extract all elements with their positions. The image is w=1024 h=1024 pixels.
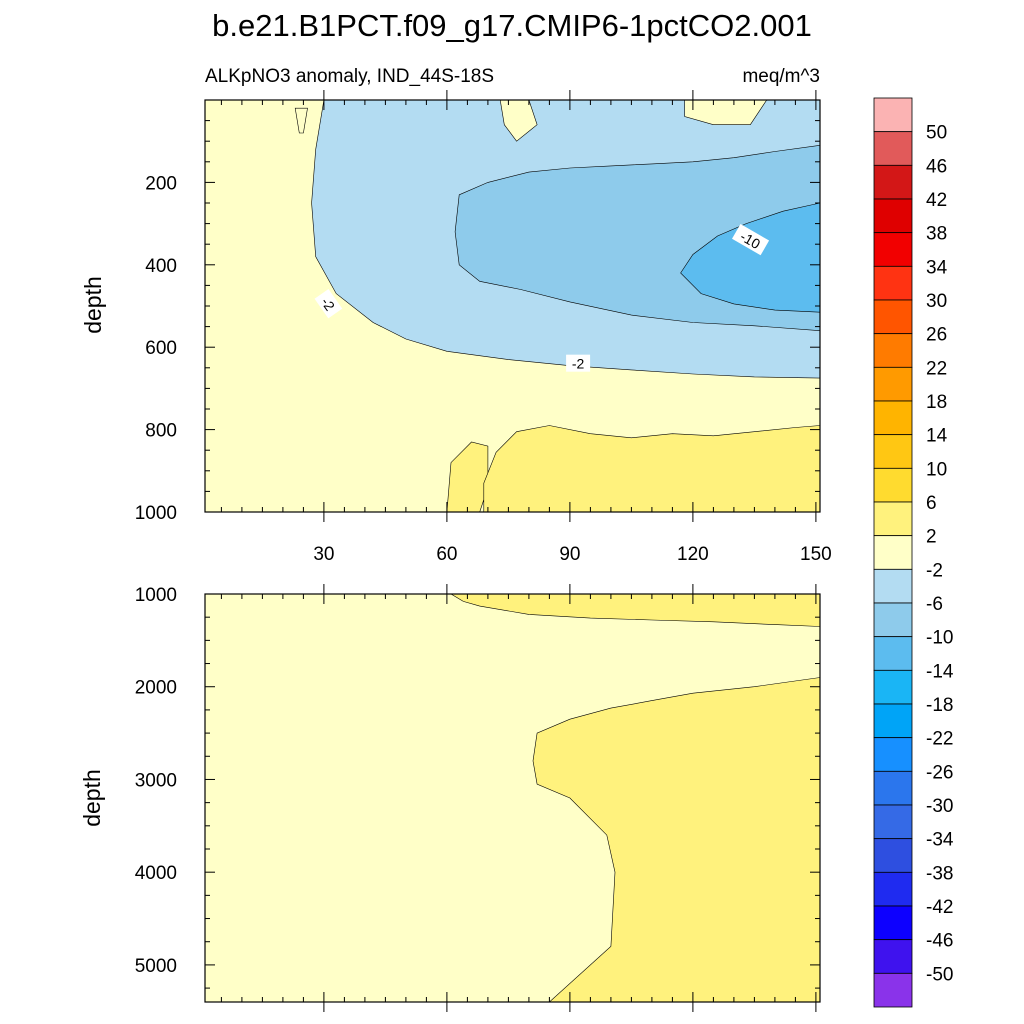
colorbar-label: 26 [926,325,947,346]
colorbar-label: 10 [926,459,947,480]
colorbar-label: 34 [926,257,948,278]
contour-line-label: -2 [566,354,591,372]
colorbar-swatch [873,535,913,570]
colorbar-swatch [873,804,913,840]
colorbar-swatch [873,299,913,335]
colorbar-label: -26 [926,762,953,783]
colorbar-swatch [873,703,913,739]
contour-region-2 [680,202,820,313]
chart-subtitle-left: ALKpNO3 anomaly, IND_44S-18S [205,66,494,87]
colorbar-label: -18 [926,695,953,716]
x-tick-label: 150 [800,544,832,565]
colorbar-swatch [873,366,913,402]
colorbar-label: 30 [926,291,947,312]
y-tick-label: 600 [145,338,177,359]
colorbar-label: -38 [926,863,953,884]
colorbar-swatch [873,131,913,166]
colorbar-label: -6 [926,594,943,615]
colorbar-label: 46 [926,156,947,177]
x-tick-label: 90 [559,544,580,565]
colorbar-label: -30 [926,796,953,817]
colorbar-swatch [873,871,913,907]
colorbar-label: 50 [926,123,947,144]
colorbar-label: 42 [926,190,947,211]
colorbar-label: -42 [926,897,953,918]
contour-line-label: -2 [314,288,343,319]
colorbar-swatch [873,97,913,133]
contour-region-4 [684,100,768,125]
chart-units: meq/m^3 [742,66,820,87]
colorbar-swatch [873,636,913,671]
colorbar-swatch [873,434,913,469]
colorbar-swatch [873,232,913,267]
contour-line-label-text: -2 [572,356,585,372]
contour-region-0 [450,594,820,627]
colorbar-swatch [873,198,913,234]
colorbar-swatch [873,400,913,436]
x-tick-label: 120 [677,544,709,565]
colorbar-swatch [873,972,913,1008]
colorbar-label: 38 [926,224,947,245]
colorbar-label: -14 [926,661,954,682]
colorbar-swatch [873,602,913,638]
colorbar-swatch [873,737,913,772]
colorbar-label: 2 [926,527,937,548]
colorbar-label: 14 [926,426,948,447]
bottom-y-axis-label: depth [79,769,105,827]
plot-area [205,594,820,1002]
plot-frame [204,593,821,1003]
colorbar-swatch [873,905,913,941]
colorbar-label: -50 [926,964,953,985]
y-tick-label: 3000 [135,770,177,791]
chart-title: b.e21.B1PCT.f09_g17.CMIP6-1pctCO2.001 [212,8,812,43]
colorbar-swatch [873,265,913,301]
colorbar-label: -22 [926,729,953,750]
contour-region-6 [446,441,489,512]
y-tick-label: 200 [145,173,177,194]
contour-region-3 [499,100,538,142]
colorbar-label: 6 [926,493,937,514]
colorbar-swatch [873,164,913,200]
bottom-panel: depth 1000 2000 3000 4000 5000 [79,584,821,1012]
y-tick-label: 4000 [135,863,177,884]
x-tick-label: 30 [313,544,334,565]
y-tick-label: 1000 [135,503,177,524]
colorbar-swatch [873,669,913,705]
top-y-axis-label: depth [80,276,106,334]
colorbar-label: 22 [926,358,947,379]
y-tick-label: 800 [145,421,177,442]
contour-region-7 [483,425,820,512]
x-tick-label: 60 [436,544,457,565]
colorbar-label: -46 [926,931,953,952]
y-tick-label: 5000 [135,956,177,977]
colorbar-label: -34 [926,830,954,851]
colorbar-swatch [873,939,913,974]
colorbar-swatch [873,467,913,503]
contour-region-5 [294,107,308,134]
y-tick-label: 2000 [135,678,177,699]
colorbar-swatch [873,838,913,873]
colorbar-label: -10 [926,628,953,649]
y-tick-label: 400 [145,256,177,277]
colorbar-label: -2 [926,560,943,581]
colorbar-swatch [873,501,913,537]
y-tick-label: 1000 [135,585,177,606]
colorbar-swatch [873,568,913,604]
contour-region-1 [532,677,820,1002]
colorbar-swatch [873,770,913,806]
plot-area: -2-2-10 [205,100,820,512]
colorbar-swatch [873,333,913,368]
colorbar: 50 46 42 38 34 30 26 22 18 14 10 6 2 -2 -6 -10 -14 -18 -22… [873,97,954,1008]
colorbar-label: 18 [926,392,947,413]
